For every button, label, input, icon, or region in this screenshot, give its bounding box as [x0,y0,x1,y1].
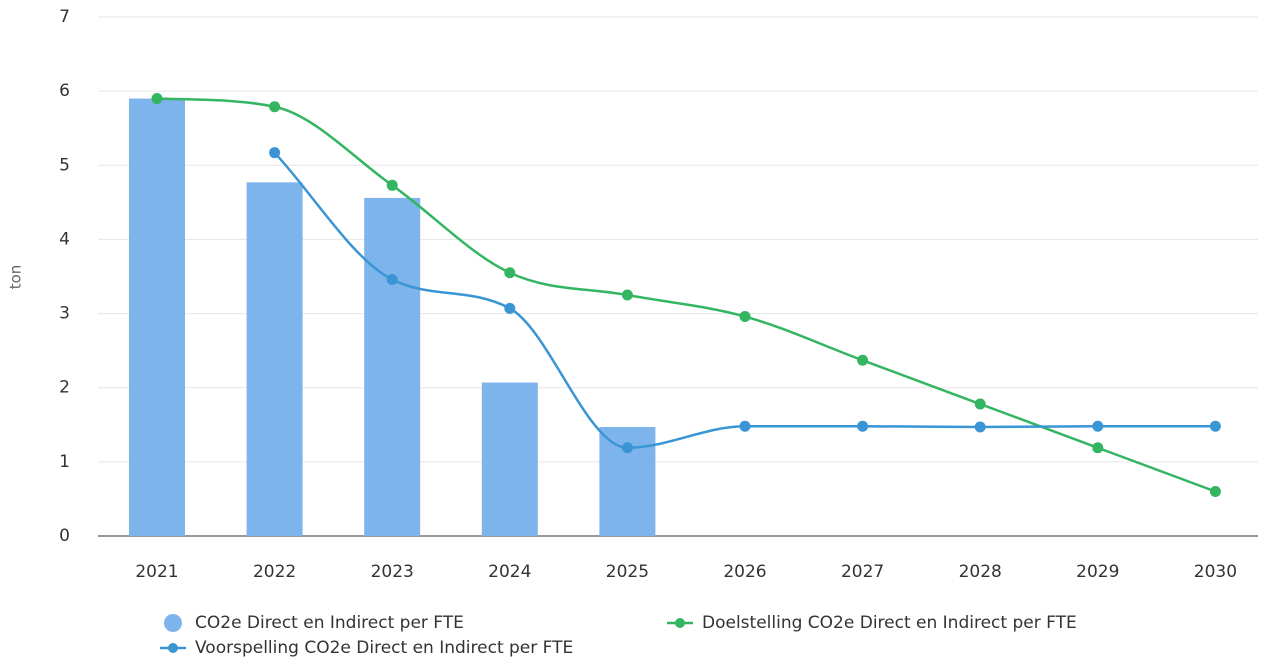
point [1209,486,1221,498]
point [151,93,163,105]
y-tick-label: 0 [59,526,70,546]
point [857,420,869,432]
y-tick-label: 1 [59,452,70,472]
point [386,179,398,191]
y-tick-label: 3 [59,304,70,324]
x-tick-label: 2027 [841,562,884,582]
legend-symbol [164,614,182,632]
point [1209,420,1221,432]
point [857,354,869,366]
y-tick-label: 5 [59,155,70,175]
y-axis-label: ton [7,265,25,290]
legend-label: CO2e Direct en Indirect per FTE [195,613,464,633]
point [974,421,986,433]
point [269,147,281,159]
legend-symbol [168,643,178,653]
point [739,420,751,432]
x-tick-label: 2021 [135,562,178,582]
point [504,302,516,314]
legend-label: Voorspelling CO2e Direct en Indirect per… [195,638,573,658]
y-tick-label: 7 [59,7,70,27]
x-tick-label: 2026 [723,562,766,582]
y-tick-label: 4 [59,229,70,249]
point [504,267,516,279]
x-tick-label: 2028 [959,562,1002,582]
x-tick-label: 2023 [371,562,414,582]
legend-label: Doelstelling CO2e Direct en Indirect per… [702,613,1077,633]
point [1092,442,1104,454]
y-tick-label: 6 [59,81,70,101]
bar [129,98,185,537]
x-tick-label: 2030 [1194,562,1237,582]
line [273,151,1216,450]
point [386,273,398,285]
legend-symbol [675,618,685,628]
y-tick-label: 2 [59,378,70,398]
bar [481,382,538,536]
x-tick-label: 2024 [488,562,531,582]
point [621,289,633,301]
point [621,442,633,454]
line [156,97,1216,493]
point [1092,420,1104,432]
x-tick-label: 2025 [606,562,649,582]
x-tick-label: 2022 [253,562,296,582]
x-tick-label: 2029 [1076,562,1119,582]
bar [364,197,421,536]
point [739,311,751,323]
point [974,398,986,410]
bar [246,182,303,537]
point [269,101,281,113]
